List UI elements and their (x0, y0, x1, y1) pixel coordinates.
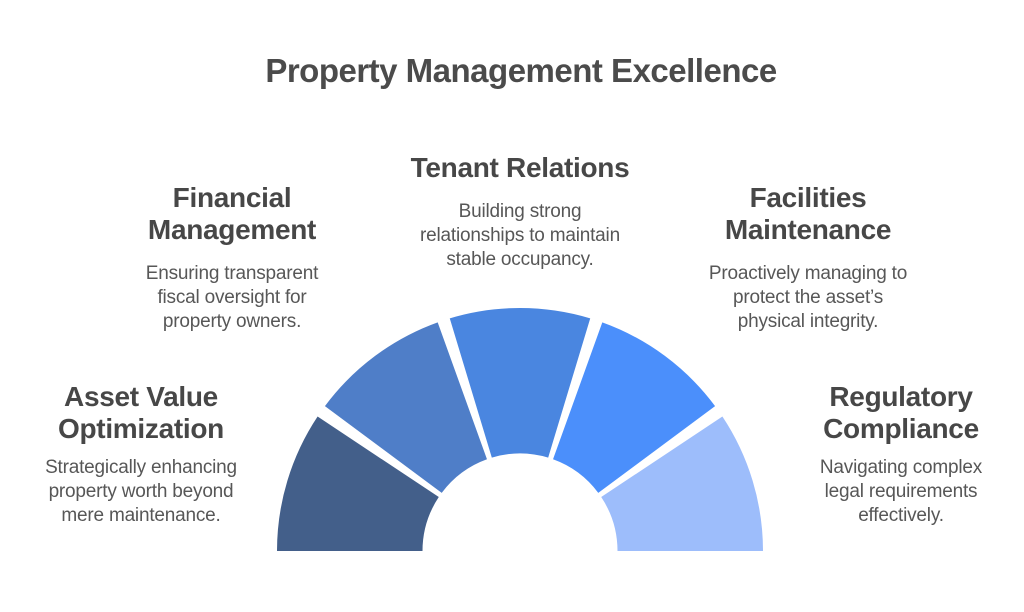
asset-value-optimization-heading: Asset Value Optimization (58, 381, 224, 444)
financial-management-heading: Financial Management (147, 182, 317, 245)
regulatory-compliance-description: Navigating complex legal requirements ef… (819, 457, 983, 526)
fan-segment-financial-management (324, 322, 487, 493)
fan-segment-asset-value-optimization (277, 416, 439, 551)
fan-segment-facilities-maintenance (553, 322, 716, 493)
tenant-relations-heading: Tenant Relations (410, 152, 630, 183)
fan-segment-tenant-relations (449, 308, 591, 458)
facilities-maintenance-heading: Facilities Maintenance (724, 182, 892, 245)
asset-value-optimization-description: Strategically enhancing property worth b… (45, 457, 237, 526)
section-asset-value-optimization: Asset Value Optimization Strategically e… (26, 381, 256, 528)
section-regulatory-compliance: Regulatory Compliance Navigating complex… (781, 381, 1021, 528)
tenant-relations-description: Building strong relationships to maintai… (420, 201, 620, 270)
section-financial-management: Financial Management Ensuring transparen… (112, 182, 352, 334)
financial-management-description: Ensuring transparent fiscal oversight fo… (145, 263, 319, 332)
section-facilities-maintenance: Facilities Maintenance Proactively manag… (680, 182, 936, 334)
regulatory-compliance-heading: Regulatory Compliance (823, 381, 979, 444)
page-title: Property Management Excellence (265, 52, 777, 89)
facilities-maintenance-description: Proactively managing to protect the asse… (708, 263, 908, 332)
section-tenant-relations: Tenant Relations Building strong relatio… (390, 152, 650, 272)
fan-segment-regulatory-compliance (601, 416, 763, 551)
